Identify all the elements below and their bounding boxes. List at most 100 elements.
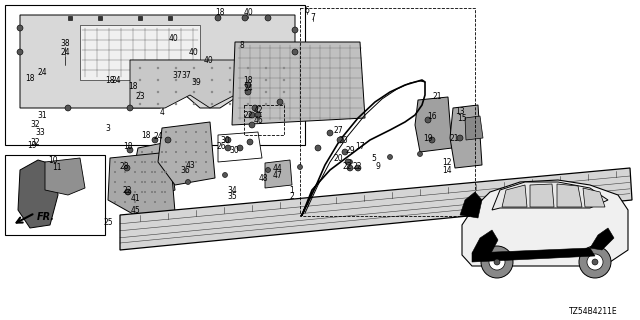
- Text: 25: 25: [103, 218, 113, 227]
- Circle shape: [124, 165, 130, 171]
- Circle shape: [229, 79, 231, 81]
- Text: 24: 24: [153, 132, 163, 140]
- Circle shape: [245, 82, 251, 88]
- Polygon shape: [460, 192, 482, 218]
- Circle shape: [229, 103, 231, 105]
- Circle shape: [327, 130, 333, 136]
- Text: 30: 30: [229, 146, 239, 155]
- Circle shape: [298, 164, 303, 170]
- Circle shape: [247, 139, 253, 145]
- Text: 5: 5: [372, 154, 376, 163]
- Circle shape: [124, 191, 126, 193]
- Text: 21: 21: [449, 133, 459, 142]
- Circle shape: [164, 191, 166, 193]
- Circle shape: [161, 191, 163, 193]
- Text: 11: 11: [52, 163, 61, 172]
- Text: 18: 18: [105, 76, 115, 84]
- Circle shape: [215, 15, 221, 21]
- Circle shape: [139, 103, 141, 105]
- Circle shape: [151, 151, 153, 153]
- Circle shape: [225, 145, 231, 151]
- Circle shape: [175, 103, 177, 105]
- Circle shape: [152, 137, 158, 143]
- Text: 18: 18: [141, 131, 151, 140]
- Text: 30: 30: [220, 135, 230, 145]
- Text: 22: 22: [243, 110, 253, 119]
- Polygon shape: [557, 184, 582, 207]
- Circle shape: [134, 171, 136, 173]
- Circle shape: [265, 67, 268, 69]
- Text: 17: 17: [355, 141, 365, 150]
- Circle shape: [157, 103, 159, 105]
- Polygon shape: [5, 155, 105, 235]
- Text: 41: 41: [130, 194, 140, 203]
- Polygon shape: [5, 5, 305, 145]
- Circle shape: [139, 91, 141, 93]
- Circle shape: [139, 79, 141, 81]
- Text: 18: 18: [25, 74, 35, 83]
- Circle shape: [355, 165, 361, 171]
- Circle shape: [229, 91, 231, 93]
- Text: 10: 10: [48, 156, 58, 164]
- Circle shape: [292, 49, 298, 55]
- Bar: [68, 16, 72, 20]
- Circle shape: [175, 151, 177, 153]
- Circle shape: [211, 79, 213, 81]
- Circle shape: [114, 181, 116, 183]
- Circle shape: [154, 181, 156, 183]
- Text: 29: 29: [345, 146, 355, 155]
- Text: 40: 40: [168, 34, 178, 43]
- Circle shape: [151, 181, 153, 183]
- Circle shape: [175, 131, 177, 133]
- Circle shape: [141, 191, 143, 193]
- Circle shape: [154, 191, 156, 193]
- Circle shape: [134, 201, 136, 203]
- Polygon shape: [462, 180, 628, 266]
- Circle shape: [134, 191, 136, 193]
- Circle shape: [127, 105, 133, 111]
- Circle shape: [151, 191, 153, 193]
- Bar: [98, 16, 102, 20]
- Text: 12: 12: [442, 157, 452, 166]
- Circle shape: [141, 171, 143, 173]
- Text: 8: 8: [239, 41, 244, 50]
- Circle shape: [175, 171, 177, 173]
- Circle shape: [223, 172, 227, 178]
- Circle shape: [124, 201, 126, 203]
- Circle shape: [337, 137, 343, 143]
- Circle shape: [489, 254, 505, 270]
- Polygon shape: [218, 132, 262, 162]
- Text: 36: 36: [180, 165, 190, 174]
- Text: 40: 40: [203, 55, 213, 65]
- Circle shape: [283, 67, 285, 69]
- Text: 24: 24: [60, 47, 70, 57]
- Circle shape: [165, 137, 171, 143]
- Polygon shape: [415, 97, 452, 152]
- Circle shape: [205, 151, 207, 153]
- Text: 18: 18: [215, 7, 225, 17]
- Circle shape: [481, 246, 513, 278]
- Circle shape: [211, 91, 213, 93]
- Circle shape: [342, 149, 348, 155]
- Circle shape: [252, 105, 258, 111]
- Circle shape: [139, 67, 141, 69]
- Text: 31: 31: [37, 110, 47, 119]
- Circle shape: [265, 79, 268, 81]
- Text: 22: 22: [352, 162, 362, 171]
- Circle shape: [157, 79, 159, 81]
- Text: 4: 4: [159, 108, 164, 116]
- Text: 40: 40: [188, 47, 198, 57]
- Text: 37: 37: [181, 70, 191, 79]
- Polygon shape: [80, 25, 200, 80]
- Circle shape: [144, 191, 146, 193]
- Text: 38: 38: [60, 38, 70, 47]
- Text: 46: 46: [253, 116, 263, 124]
- Text: 16: 16: [427, 111, 437, 121]
- Circle shape: [144, 201, 146, 203]
- Circle shape: [175, 79, 177, 81]
- Circle shape: [124, 181, 126, 183]
- Circle shape: [247, 91, 249, 93]
- Circle shape: [245, 89, 251, 95]
- Circle shape: [265, 103, 268, 105]
- Circle shape: [249, 122, 255, 128]
